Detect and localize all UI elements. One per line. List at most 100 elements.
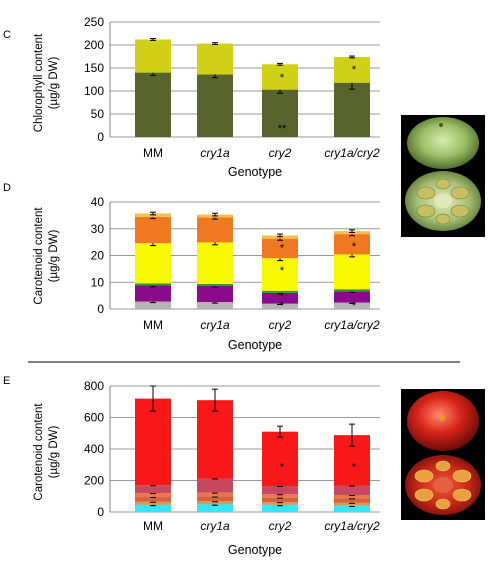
bar-segment [197, 504, 233, 512]
y-tick-label: 10 [91, 275, 105, 289]
bar-segment [262, 502, 298, 505]
y-tick-label: 40 [91, 195, 105, 209]
bar-segment [334, 254, 370, 290]
y-tick-label: 200 [84, 474, 104, 488]
significance-marker: * [280, 300, 285, 312]
bar-segment [334, 494, 370, 499]
green-fruit-photo [401, 115, 485, 237]
bar-segment [197, 242, 233, 284]
y-tick-label: 200 [84, 38, 104, 52]
x-axis-title: Genotype [228, 543, 282, 557]
x-category-label: cry2 [269, 318, 292, 332]
x-category-label: cry1a [200, 318, 230, 332]
y-axis-title-line1: Chlorophyll content [33, 33, 45, 132]
significance-marker: * [280, 242, 285, 254]
y-axis-title-line1: Carotenoid content [33, 207, 45, 305]
chart-panel-e: E Carotenoid content (µg/g DW) Genotype … [3, 375, 380, 557]
significance-marker: * [352, 64, 357, 76]
y-tick-label: 400 [84, 442, 104, 456]
bar-segment [334, 505, 370, 512]
bar-segment [334, 291, 370, 303]
bar-segment [262, 504, 298, 512]
chart-panel-d: D Carotenoid content (µg/g DW) Genotype … [3, 182, 380, 352]
bar-segment [334, 485, 370, 495]
y-tick-label: 250 [84, 15, 104, 29]
bar-segment [197, 283, 233, 286]
significance-marker: * [280, 72, 285, 84]
x-category-label: cry1a/cry2 [324, 318, 380, 332]
panel-letter-d: D [3, 182, 11, 194]
bar-segment [197, 478, 233, 493]
bar-segment [262, 238, 298, 259]
bar-segment [197, 43, 233, 75]
bar-segment [135, 497, 171, 502]
y-axis-title-line2: (µg/g DW) [48, 230, 60, 283]
x-axis-title: Genotype [228, 165, 282, 179]
y-tick-label: 600 [84, 411, 104, 425]
bar-segment [135, 501, 171, 505]
bar-segment [262, 494, 298, 498]
y-tick-label: 50 [91, 107, 105, 121]
red-fruit-whole [407, 391, 479, 451]
panel-letter-c: C [3, 29, 11, 41]
y-tick-label: 20 [91, 249, 105, 263]
x-category-label: cry1a/cry2 [324, 519, 380, 533]
x-axis-title: Genotype [228, 338, 282, 352]
bar-segment [262, 258, 298, 291]
bar-segment [135, 283, 171, 286]
bar-segment [262, 431, 298, 487]
bar-segment [135, 243, 171, 284]
bar-segment [262, 486, 298, 495]
bar-segment [262, 89, 298, 137]
bar-segment [135, 216, 171, 244]
significance-marker: * [352, 241, 357, 253]
red-fruit-photo [401, 389, 485, 520]
significance-marker: * [280, 291, 285, 303]
panel-letter-e: E [3, 375, 10, 387]
significance-marker: * [280, 461, 285, 473]
bar-segment [135, 285, 171, 302]
bar-segment [197, 74, 233, 137]
x-category-label: cry1a/cry2 [324, 146, 380, 160]
x-category-label: MM [143, 519, 163, 533]
bar-segment [334, 302, 370, 309]
bar-segment [334, 82, 370, 137]
bar-segment [334, 289, 370, 292]
x-category-label: MM [143, 146, 163, 160]
bar-segment [197, 501, 233, 505]
bar-segment [197, 492, 233, 497]
y-tick-label: 0 [97, 302, 104, 316]
bar-segment [135, 504, 171, 512]
bar-segment [262, 497, 298, 503]
x-category-label: MM [143, 318, 163, 332]
bar-segment [262, 292, 298, 304]
bar-segment [197, 285, 233, 303]
bar-segment [197, 400, 233, 479]
bar-segment [262, 64, 298, 90]
bar-segment [334, 56, 370, 83]
y-tick-label: 0 [97, 130, 104, 144]
significance-marker: * [280, 265, 285, 277]
chart-panel-c: C Chlorophyll content (µg/g DW) Genotype… [3, 15, 380, 179]
y-axis-title-line1: Carotenoid content [33, 403, 45, 501]
significance-marker: * [352, 461, 357, 473]
bar-segment [197, 496, 233, 502]
x-category-label: cry2 [269, 146, 292, 160]
bar-segment [262, 303, 298, 309]
y-tick-label: 30 [91, 222, 105, 236]
bar-segment [135, 72, 171, 137]
bar-segment [135, 493, 171, 498]
x-category-label: cry1a [200, 519, 230, 533]
x-category-label: cry1a [200, 146, 230, 160]
bar-segment [135, 301, 171, 309]
bar-segment [135, 485, 171, 494]
bar-segment [262, 290, 298, 293]
y-tick-label: 150 [84, 61, 104, 75]
bar-segment [197, 217, 233, 243]
bar-segment [135, 398, 171, 486]
y-tick-label: 0 [97, 505, 104, 519]
bar-segment [135, 39, 171, 73]
y-tick-label: 800 [84, 379, 104, 393]
y-axis-title-line2: (µg/g DW) [48, 57, 60, 110]
